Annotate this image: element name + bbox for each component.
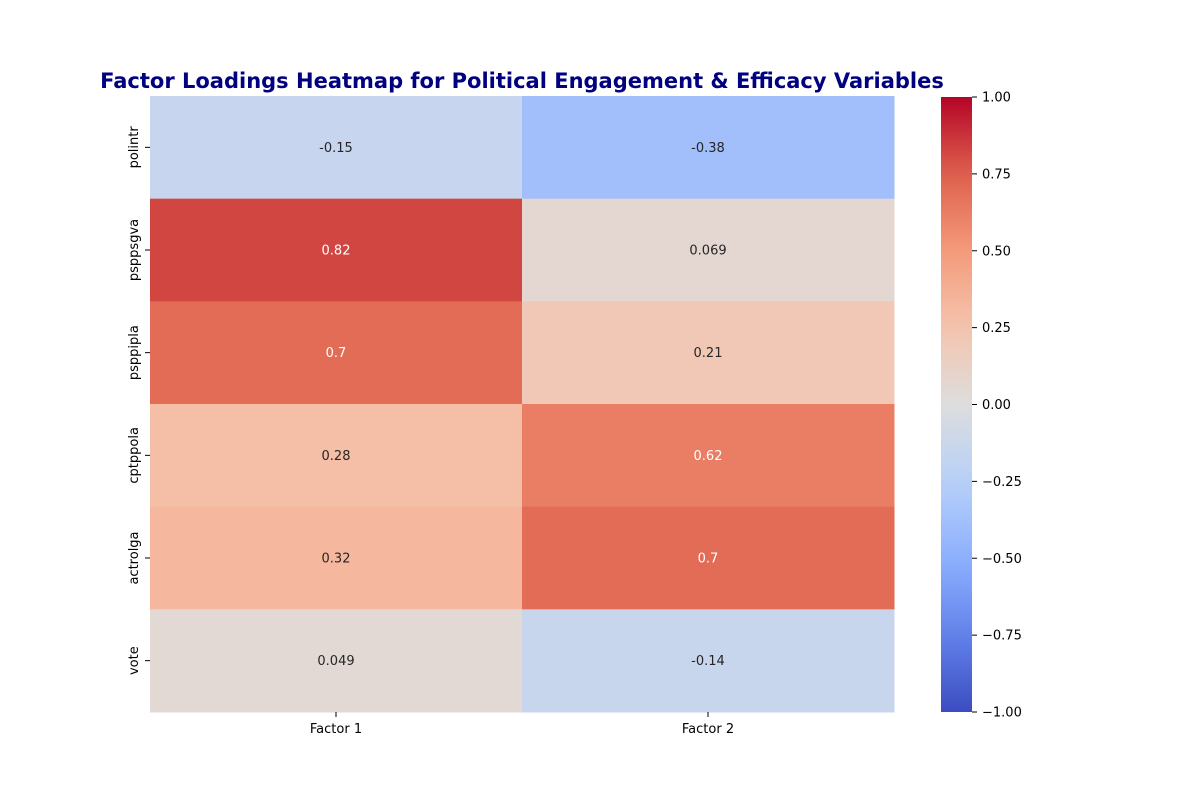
heatmap-cell xyxy=(150,609,523,713)
heatmap-cell xyxy=(150,301,523,405)
cell-value-label: 0.049 xyxy=(317,654,354,669)
x-tick-label: Factor 1 xyxy=(310,722,362,737)
heatmap-cell xyxy=(522,506,895,610)
cell-value-label: 0.82 xyxy=(322,244,351,259)
cell-value-label: 0.7 xyxy=(698,552,719,567)
colorbar-tick-label: 1.00 xyxy=(982,91,1011,106)
colorbar-tick-label: 0.50 xyxy=(982,244,1011,259)
cell-value-label: -0.14 xyxy=(691,654,725,669)
y-tick-label: polintr xyxy=(127,126,142,169)
y-tick-label: psppsgva xyxy=(127,219,142,281)
colorbar-tick-label: −0.75 xyxy=(982,629,1022,644)
y-tick-label: psppipla xyxy=(127,325,142,380)
y-tick-label: cptppola xyxy=(127,427,142,484)
heatmap-cell xyxy=(522,198,895,302)
y-tick-label: actrolga xyxy=(127,531,142,584)
cell-value-label: 0.069 xyxy=(689,244,726,259)
cell-value-label: -0.38 xyxy=(691,141,725,156)
heatmap-cell xyxy=(522,609,895,713)
heatmap-cell xyxy=(150,404,523,508)
colorbar: 1.00 0.75 0.50 0.25 0.00 −0.25 −0.50 −0.75 −1.00 xyxy=(941,91,1022,721)
heatmap-cell xyxy=(150,198,523,302)
cell-value-label: 0.32 xyxy=(322,552,351,567)
x-tick-label: Factor 2 xyxy=(682,722,734,737)
chart-title: Factor Loadings Heatmap for Political En… xyxy=(100,69,944,93)
cell-value-label: 0.28 xyxy=(322,449,351,464)
y-axis: polintr psppsgva psppipla cptppola actrolga v… xyxy=(127,126,150,675)
colorbar-gradient xyxy=(941,97,972,712)
heatmap-cell xyxy=(522,301,895,405)
colorbar-tick-label: 0.00 xyxy=(982,398,1011,413)
colorbar-tick-label: −0.25 xyxy=(982,475,1022,490)
x-axis: Factor 1 Factor 2 xyxy=(310,712,734,737)
colorbar-tick-label: −0.50 xyxy=(982,552,1022,567)
heatmap-cells: -0.15 -0.38 0.82 0.069 0.7 0.21 0.28 0.62 0.32 0.… xyxy=(150,96,895,713)
cell-value-label: -0.15 xyxy=(319,141,353,156)
colorbar-tick-label: 0.75 xyxy=(982,167,1011,182)
cell-value-label: 0.21 xyxy=(694,346,723,361)
cell-value-label: 0.7 xyxy=(326,346,347,361)
heatmap-cell xyxy=(150,506,523,610)
y-tick-label: vote xyxy=(127,646,142,675)
cell-value-label: 0.62 xyxy=(694,449,723,464)
heatmap-cell xyxy=(150,96,523,200)
colorbar-tick-label: −1.00 xyxy=(982,706,1022,721)
colorbar-tick-label: 0.25 xyxy=(982,321,1011,336)
heatmap-cell xyxy=(522,404,895,508)
heatmap-cell xyxy=(522,96,895,200)
